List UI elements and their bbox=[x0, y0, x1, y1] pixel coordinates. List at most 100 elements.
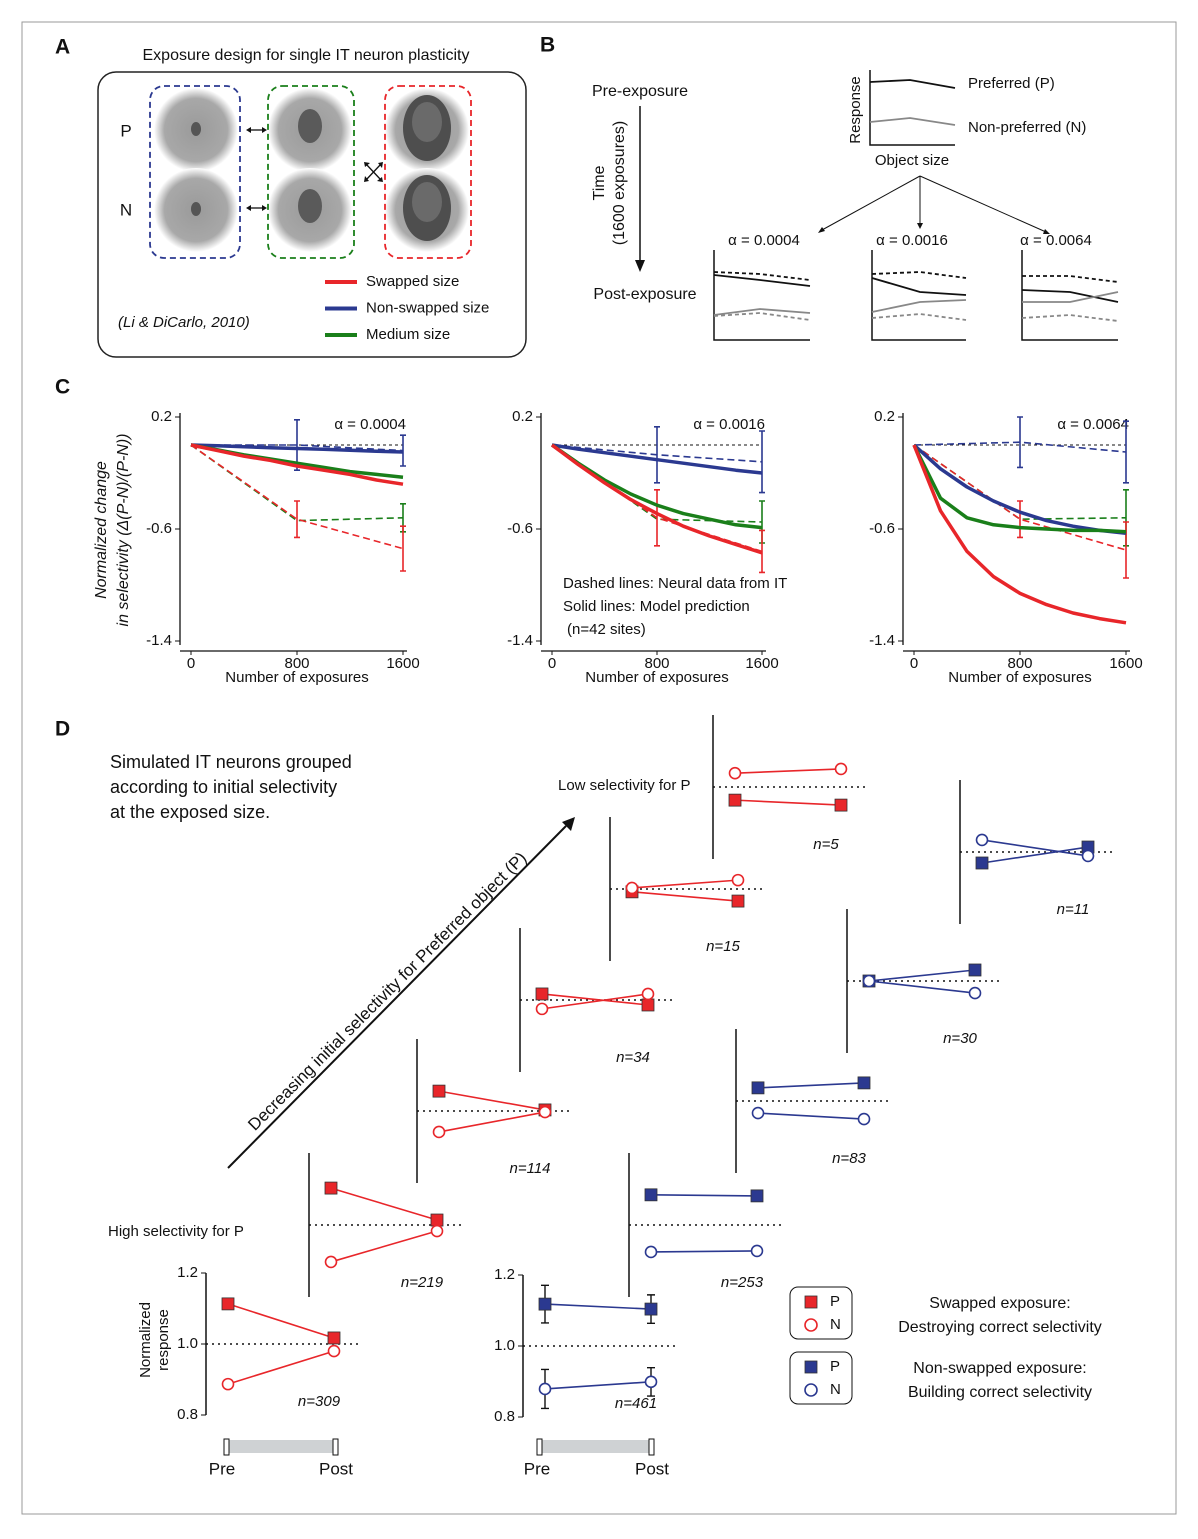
legend-marker bbox=[804, 1318, 818, 1332]
pair-line bbox=[981, 839, 1089, 857]
y-tick-label: -1.4 bbox=[146, 632, 172, 649]
n-marker bbox=[644, 1245, 658, 1259]
series-line bbox=[912, 444, 1127, 534]
x-label: Post bbox=[635, 1459, 669, 1478]
time-arrow-head bbox=[635, 260, 645, 272]
y-tick-label: 0.8 bbox=[494, 1408, 515, 1425]
p-marker bbox=[857, 1076, 871, 1090]
panel-label: C bbox=[55, 376, 70, 399]
n-marker bbox=[968, 986, 982, 1000]
p-marker bbox=[327, 1331, 341, 1345]
note: Solid lines: Model prediction bbox=[563, 598, 750, 615]
x-axis-label: Number of exposures bbox=[585, 669, 728, 686]
pair-line bbox=[650, 1250, 758, 1253]
y-tick-label: 1.2 bbox=[494, 1266, 515, 1283]
pair-line bbox=[757, 1112, 865, 1120]
legend-label: N bbox=[830, 1381, 841, 1398]
low-label: Low selectivity for P bbox=[558, 777, 691, 794]
n-marker bbox=[221, 1377, 235, 1391]
series-line bbox=[550, 443, 763, 555]
alpha-label: α = 0.0016 bbox=[876, 232, 948, 249]
error-bar bbox=[654, 426, 660, 484]
pair-line bbox=[227, 1303, 335, 1339]
schematic-axes bbox=[869, 70, 955, 146]
legend-label: Non-swapped size bbox=[366, 299, 489, 316]
series-line bbox=[913, 444, 1127, 551]
series-line bbox=[913, 444, 1127, 520]
y-tick-label: 0.2 bbox=[874, 408, 895, 425]
x-tick-label: 0 bbox=[187, 655, 195, 672]
y-tick-label: -1.4 bbox=[869, 632, 895, 649]
selectivity-arrow-head bbox=[562, 817, 575, 831]
p-marker bbox=[644, 1302, 658, 1316]
p-marker bbox=[834, 798, 848, 812]
y-tick-label: 0.2 bbox=[512, 408, 533, 425]
n-marker bbox=[751, 1106, 765, 1120]
n-marker bbox=[857, 1112, 871, 1126]
p-marker bbox=[731, 894, 745, 908]
n-label: n=11 bbox=[1057, 901, 1090, 918]
description: at the exposed size. bbox=[110, 802, 270, 822]
legend-label: Swapped size bbox=[366, 273, 459, 290]
n-label: n=30 bbox=[943, 1030, 977, 1047]
y-axis-label: Response bbox=[847, 76, 864, 144]
pair-line bbox=[981, 846, 1089, 864]
p-marker bbox=[432, 1084, 446, 1098]
pair-line bbox=[734, 799, 842, 806]
error-bar bbox=[294, 500, 300, 539]
p-marker bbox=[644, 1188, 658, 1202]
pair-line bbox=[757, 1082, 865, 1089]
p-marker bbox=[751, 1081, 765, 1095]
legend-label: Medium size bbox=[366, 326, 450, 343]
face bbox=[191, 202, 201, 216]
alpha-label: α = 0.0004 bbox=[728, 232, 800, 249]
legend-title: Swapped exposure: bbox=[929, 1295, 1070, 1312]
p-marker bbox=[968, 963, 982, 977]
panel-label: A bbox=[55, 36, 70, 59]
n-label: n=461 bbox=[615, 1395, 657, 1412]
n-marker bbox=[432, 1125, 446, 1139]
p-marker bbox=[221, 1297, 235, 1311]
n-label: n=253 bbox=[721, 1274, 764, 1291]
face bbox=[191, 122, 201, 136]
x-tick-label: 800 bbox=[284, 655, 309, 672]
fan-arrows bbox=[818, 175, 1050, 234]
face bbox=[298, 109, 322, 143]
n-marker bbox=[327, 1344, 341, 1358]
legend-title: Building correct selectivity bbox=[908, 1384, 1092, 1401]
citation: (Li & DiCarlo, 2010) bbox=[118, 314, 250, 331]
panel-label: D bbox=[55, 718, 70, 741]
p-marker bbox=[324, 1181, 338, 1195]
series-line bbox=[913, 441, 1127, 453]
dashed-frame bbox=[384, 85, 472, 259]
row-label: N bbox=[120, 200, 132, 219]
n-label: n=83 bbox=[832, 1150, 866, 1167]
x-axis-label: Number of exposures bbox=[225, 669, 368, 686]
n-marker bbox=[728, 766, 742, 780]
error-bar bbox=[1123, 420, 1129, 484]
pair-line bbox=[227, 1350, 335, 1385]
legend-marker bbox=[804, 1360, 818, 1374]
note: (n=42 sites) bbox=[567, 621, 646, 638]
n-label: n=114 bbox=[509, 1160, 550, 1177]
n-marker bbox=[975, 833, 989, 847]
n-marker bbox=[538, 1105, 552, 1119]
row-label: P bbox=[120, 121, 131, 140]
p-marker bbox=[975, 856, 989, 870]
n-marker bbox=[1081, 849, 1095, 863]
pair-line bbox=[541, 993, 649, 1010]
n-marker bbox=[834, 762, 848, 776]
dashed-frame bbox=[267, 85, 355, 259]
n-marker bbox=[641, 987, 655, 1001]
pair-line bbox=[544, 1303, 652, 1310]
error-bar bbox=[654, 489, 660, 547]
pair-line bbox=[631, 879, 739, 889]
y-tick-label: 1.0 bbox=[494, 1337, 515, 1354]
n-marker bbox=[430, 1224, 444, 1238]
legend-marker bbox=[804, 1383, 818, 1397]
legend-label: P bbox=[830, 1358, 840, 1375]
error-bar bbox=[400, 525, 406, 572]
y-axis-label: Normalized change bbox=[93, 461, 110, 599]
x-label: Post bbox=[319, 1459, 353, 1478]
